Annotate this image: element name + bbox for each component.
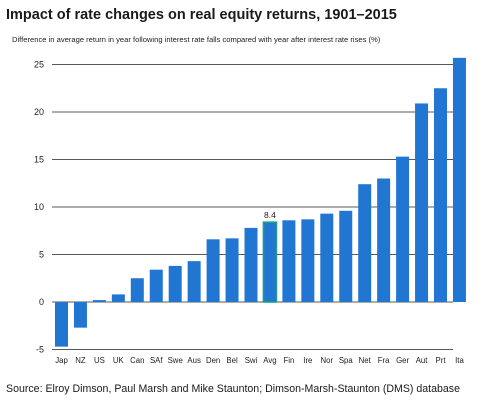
category-label: Ire (303, 356, 312, 365)
y-tick-label: 15 (34, 155, 44, 165)
bar-ire (301, 219, 315, 302)
bar-jap (55, 302, 68, 347)
category-label: Den (206, 356, 220, 365)
category-label: Ger (396, 356, 409, 365)
bar-prt (434, 88, 447, 302)
category-label: Aut (416, 356, 429, 365)
category-label: Fin (283, 356, 294, 365)
category-label: UK (113, 356, 125, 365)
bar-net (358, 184, 372, 302)
bar-fra (377, 178, 391, 302)
bar-spa (339, 210, 353, 302)
y-axis-ticks: -5 0 5 10 15 20 25 (34, 60, 44, 355)
category-label: Fra (378, 356, 390, 365)
category-label: US (94, 356, 105, 365)
source-note: Source: Elroy Dimson, Paul Marsh and Mik… (6, 383, 460, 395)
category-label: Spa (339, 356, 354, 365)
bar-aut (415, 103, 429, 302)
y-tick-label: 0 (39, 297, 44, 307)
y-tick-label: 5 (39, 250, 44, 260)
bar-nz (73, 302, 87, 328)
bar-aus (187, 261, 201, 302)
bar-swe (168, 265, 182, 302)
category-label: Swe (168, 356, 183, 365)
category-label: Bel (226, 356, 238, 365)
category-label: Avg (263, 356, 276, 365)
bar-swi (244, 227, 258, 302)
y-tick-label: 25 (34, 60, 44, 70)
category-label: NZ (75, 356, 86, 365)
bar-den (206, 239, 220, 302)
category-label: Can (130, 356, 144, 365)
category-label: Jap (55, 356, 68, 365)
chart-subtitle: Difference in average return in year fol… (12, 35, 381, 44)
bar-fin (282, 220, 296, 302)
bar-saf (149, 269, 163, 302)
bar-nor (320, 213, 334, 302)
bar-avg (262, 221, 278, 303)
bar-ger (396, 156, 410, 302)
bar-uk (111, 294, 125, 302)
data-labels: 8.4 (264, 210, 276, 220)
category-label: Swi (245, 356, 258, 365)
y-tick-label: 20 (34, 107, 44, 117)
x-axis-categories: Jap NZ US UK Can SAf Swe Aus Den Bel Swi Avg Fin Ire N… (55, 356, 464, 365)
category-label: SAf (150, 356, 163, 365)
gridlines (52, 64, 453, 350)
bar-us (92, 300, 106, 302)
category-label: Prt (436, 356, 447, 365)
bars (55, 57, 466, 347)
bar-bel (225, 238, 239, 302)
y-tick-label: -5 (36, 345, 44, 355)
data-label: 8.4 (264, 210, 276, 220)
category-label: Ita (455, 356, 464, 365)
category-label: Nor (321, 356, 334, 365)
bar-ita (452, 57, 466, 302)
y-tick-label: 10 (34, 202, 44, 212)
category-label: Aus (187, 356, 201, 365)
chart-title: Impact of rate changes on real equity re… (6, 7, 397, 23)
bar-can (130, 278, 144, 302)
category-label: Net (359, 356, 372, 365)
